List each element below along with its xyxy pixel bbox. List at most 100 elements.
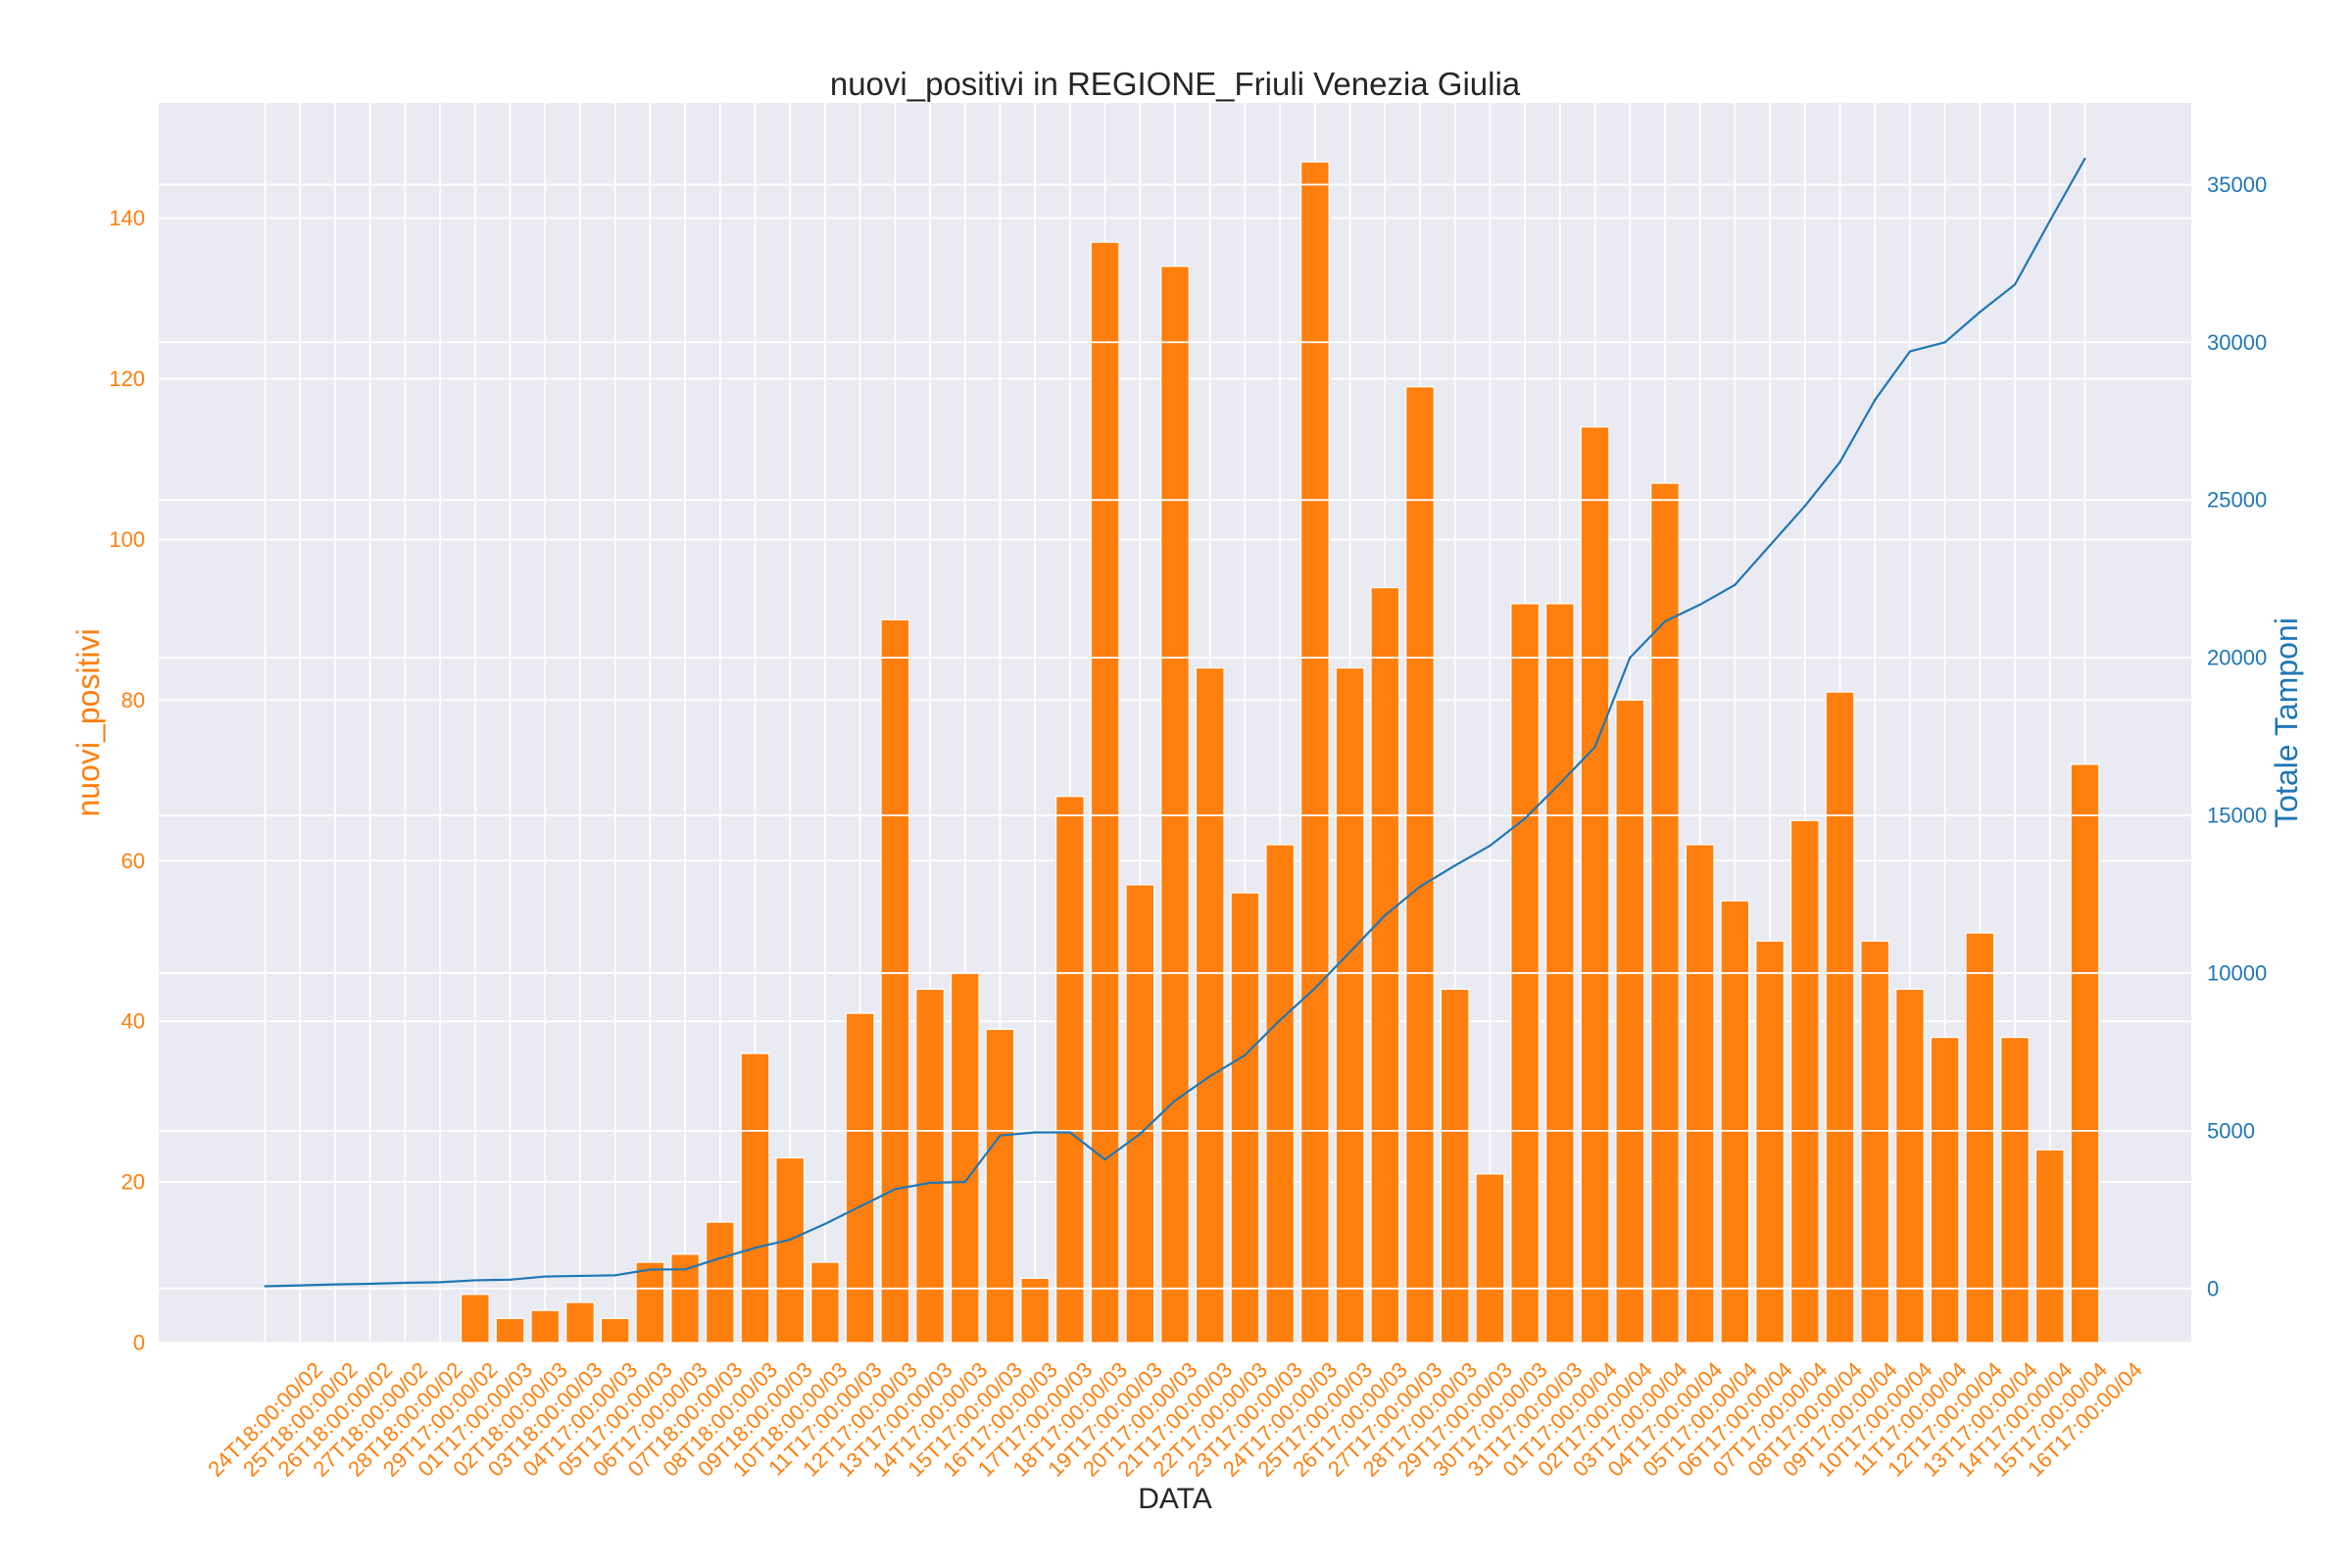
bar xyxy=(1789,819,1820,1344)
bar xyxy=(1615,699,1645,1344)
y-tick-label-right: 5000 xyxy=(2207,1118,2255,1143)
line-point xyxy=(1698,603,1701,607)
bar xyxy=(740,1053,770,1344)
line-point xyxy=(1034,1131,1037,1134)
y-tick-label-left: 80 xyxy=(122,688,145,712)
y-tick-label-left: 40 xyxy=(122,1009,145,1034)
y-tick-label-right: 15000 xyxy=(2207,804,2267,828)
line-point xyxy=(1908,350,1911,353)
line-point xyxy=(439,1281,442,1284)
line-point xyxy=(544,1275,547,1278)
bar xyxy=(985,1028,1015,1344)
bar xyxy=(950,972,980,1344)
y-tick-label-right: 35000 xyxy=(2207,172,2267,197)
line-point xyxy=(1768,544,1772,547)
line-point xyxy=(2083,157,2086,161)
bar xyxy=(1720,900,1750,1344)
bar xyxy=(495,1317,525,1344)
bar xyxy=(1125,884,1155,1344)
bar xyxy=(1755,940,1785,1344)
y-tick-label-left: 120 xyxy=(109,367,145,391)
line-point xyxy=(1103,1158,1106,1161)
bar xyxy=(600,1317,630,1344)
left-tick-labels: 0 20 40 60 80 100 120 140 xyxy=(109,206,145,1354)
line-point xyxy=(2048,220,2051,222)
line-point xyxy=(368,1282,371,1286)
y-tick-label-right: 10000 xyxy=(2207,960,2267,985)
line-point xyxy=(649,1268,652,1271)
bar xyxy=(1965,932,1995,1344)
bar xyxy=(460,1294,490,1344)
line-point xyxy=(1803,505,1806,508)
line-point xyxy=(823,1222,827,1225)
line-point xyxy=(1139,1133,1142,1136)
bar xyxy=(705,1221,735,1344)
right-axis-grid xyxy=(159,183,2191,1290)
y-tick-label-right: 0 xyxy=(2207,1276,2219,1300)
bar xyxy=(1160,266,1190,1344)
bar xyxy=(1825,691,1855,1344)
line-point xyxy=(333,1283,337,1286)
y-tick-label-left: 0 xyxy=(133,1331,145,1355)
bar xyxy=(1370,587,1400,1344)
bar xyxy=(1090,241,1120,1344)
line-point xyxy=(1173,1099,1177,1102)
bar xyxy=(530,1309,561,1344)
chart-title: nuovi_positivi in REGIONE_Friuli Venezia… xyxy=(830,66,1521,102)
line-series-totale-tamponi xyxy=(264,157,2086,1288)
bar xyxy=(1195,666,1225,1344)
bar xyxy=(1860,940,1890,1344)
line-point xyxy=(928,1181,932,1185)
line-point xyxy=(1279,1018,1282,1022)
line-point xyxy=(509,1278,512,1281)
line-point xyxy=(1384,913,1387,917)
bar xyxy=(2000,1036,2030,1344)
line-point xyxy=(1348,951,1351,954)
bar xyxy=(670,1253,700,1344)
line-point xyxy=(999,1134,1002,1137)
line-point xyxy=(1523,817,1527,820)
bar xyxy=(915,988,945,1344)
line-point xyxy=(1979,311,1982,314)
bar xyxy=(1475,1173,1505,1344)
bar xyxy=(1054,796,1085,1344)
y-tick-label-left: 100 xyxy=(109,527,145,552)
line-point xyxy=(1453,864,1456,867)
x-axis-label: DATA xyxy=(1138,1483,1212,1515)
bar xyxy=(565,1301,595,1344)
line-point xyxy=(1313,987,1316,990)
line-point xyxy=(473,1279,476,1282)
bar xyxy=(775,1156,806,1344)
line-point xyxy=(718,1256,721,1260)
bar xyxy=(810,1261,840,1344)
line-point xyxy=(1068,1131,1071,1134)
bar xyxy=(1405,386,1435,1344)
bar xyxy=(1299,161,1330,1344)
line-point xyxy=(299,1284,302,1287)
line-point xyxy=(1208,1075,1211,1078)
y-tick-label-right: 25000 xyxy=(2207,488,2267,513)
bar xyxy=(1265,844,1296,1344)
line-point xyxy=(1489,844,1492,848)
line-point xyxy=(404,1281,407,1285)
right-tick-labels: 0 5000 10000 15000 20000 25000 30000 35000 xyxy=(2207,172,2267,1300)
line-point xyxy=(1663,620,1667,623)
line-point xyxy=(578,1274,582,1278)
y-tick-label-right: 20000 xyxy=(2207,646,2267,670)
bar xyxy=(880,618,910,1344)
bar xyxy=(1685,844,1715,1344)
y-tick-label-left: 140 xyxy=(109,206,145,230)
bar xyxy=(1335,666,1365,1344)
line-point xyxy=(1418,885,1422,888)
line-point xyxy=(1629,657,1632,660)
line-point xyxy=(1943,341,1946,344)
line-point xyxy=(894,1188,897,1191)
bar xyxy=(1440,988,1470,1344)
line-point xyxy=(2013,283,2017,286)
bar xyxy=(2070,763,2100,1344)
line-point xyxy=(1838,461,1841,464)
bar xyxy=(1930,1036,1960,1344)
line-point xyxy=(963,1180,966,1184)
y-tick-label-right: 30000 xyxy=(2207,330,2267,355)
